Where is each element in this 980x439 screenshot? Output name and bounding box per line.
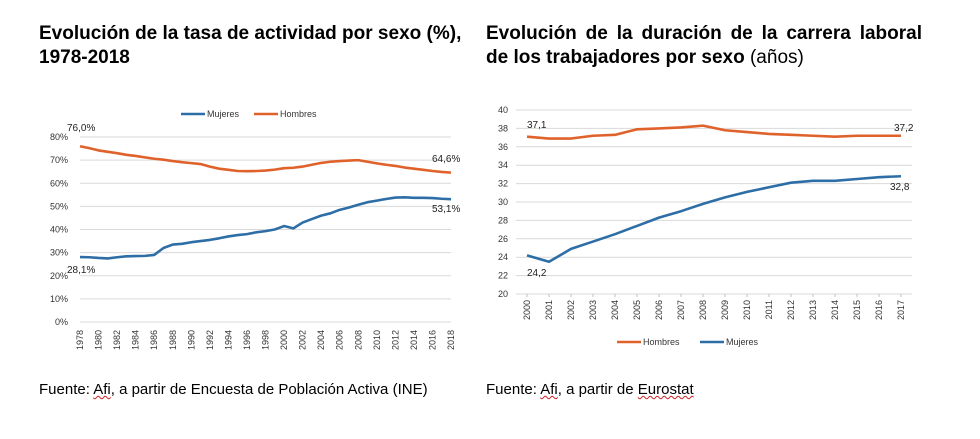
left-x-tick-label: 2016	[427, 330, 437, 350]
right-x-tick-label: 2010	[742, 300, 752, 320]
left-x-tick-label: 2014	[409, 330, 419, 350]
right-chart-title-unit: (años)	[744, 47, 804, 68]
left-x-tick-label: 2008	[353, 330, 363, 350]
left-x-tick-label: 1988	[168, 330, 178, 350]
left-y-tick-label: 10%	[50, 294, 68, 304]
right-data-label-hombres-end: 37,2	[894, 123, 914, 134]
right-y-tick-label: 30	[498, 197, 508, 207]
left-x-tick-label: 1986	[149, 330, 159, 350]
left-y-tick-label: 80%	[50, 132, 68, 142]
left-legend-label-hombres: Hombres	[280, 109, 317, 119]
right-x-tick-label: 2002	[566, 300, 576, 320]
right-legend-label-hombres: Hombres	[643, 337, 680, 347]
left-chart-title: Evolución de la tasa de actividad por se…	[39, 23, 462, 68]
left-y-tick-label: 0%	[55, 317, 68, 327]
right-source-note: Fuente: Afi, a partir de Eurostat	[486, 380, 906, 400]
left-data-label-mujeres-end: 53,1%	[432, 204, 460, 215]
right-x-tick-label: 2014	[830, 300, 840, 320]
right-source-prefix: Fuente:	[486, 381, 541, 398]
left-y-tick-label: 60%	[50, 178, 68, 188]
left-series-line-mujeres	[79, 196, 452, 260]
right-x-tick-label: 2009	[720, 300, 730, 320]
right-x-tick-label: 2000	[522, 300, 532, 320]
right-y-tick-label: 22	[498, 271, 508, 281]
right-x-tick-label: 2017	[896, 300, 906, 320]
right-chart-title: Evolución de la duración de la carrera l…	[486, 22, 922, 70]
left-source-rest: , a partir de Encuesta de Población Acti…	[110, 381, 428, 398]
right-series-line-mujeres	[526, 174, 902, 264]
right-x-tick-label: 2011	[764, 300, 774, 319]
left-y-tick-label: 20%	[50, 271, 68, 281]
left-y-tick-label: 70%	[50, 155, 68, 165]
left-x-tick-label: 2004	[316, 330, 326, 350]
right-data-label-mujeres-end: 32,8	[890, 182, 910, 193]
right-x-tick-label: 2006	[654, 300, 664, 320]
right-x-tick-label: 2015	[852, 300, 862, 320]
right-y-tick-label: 40	[498, 105, 508, 115]
left-x-tick-label: 2006	[335, 330, 345, 350]
right-x-tick-label: 2007	[676, 300, 686, 320]
left-source-prefix: Fuente:	[39, 381, 94, 398]
left-x-tick-label: 1992	[205, 330, 215, 350]
right-source-afi: Afi	[540, 381, 558, 398]
left-x-tick-label: 2002	[298, 330, 308, 350]
left-y-tick-label: 50%	[50, 201, 68, 211]
right-x-tick-label: 2001	[544, 300, 554, 320]
left-x-tick-label: 2012	[390, 330, 400, 350]
right-legend-label-mujeres: Mujeres	[726, 337, 759, 347]
right-y-tick-label: 34	[498, 160, 508, 170]
right-source-eurostat: Eurostat	[637, 381, 694, 398]
left-x-tick-label: 1982	[112, 330, 122, 350]
left-x-tick-label: 1996	[242, 330, 252, 350]
left-data-label-mujeres-start: 28,1%	[67, 265, 95, 276]
left-y-tick-label: 30%	[50, 248, 68, 258]
right-x-tick-label: 2013	[808, 300, 818, 320]
right-y-tick-label: 20	[498, 289, 508, 299]
left-source-note: Fuente: Afi, a partir de Encuesta de Pob…	[39, 380, 459, 400]
right-data-label-mujeres-start: 24,2	[527, 268, 547, 279]
left-data-label-hombres-start: 76,0%	[67, 123, 95, 134]
right-x-tick-label: 2016	[874, 300, 884, 320]
left-x-tick-label: 2000	[279, 330, 289, 350]
right-y-tick-label: 38	[498, 123, 508, 133]
left-x-tick-label: 2010	[372, 330, 382, 350]
left-series-line-hombres	[79, 144, 452, 174]
left-source-afi: Afi	[93, 381, 111, 398]
right-x-tick-label: 2004	[610, 300, 620, 320]
right-y-tick-label: 28	[498, 215, 508, 225]
left-x-tick-label: 1980	[94, 330, 104, 350]
right-x-tick-label: 2005	[632, 300, 642, 320]
left-y-tick-label: 40%	[50, 225, 68, 235]
right-y-tick-label: 36	[498, 142, 508, 152]
right-chart-title-main: Evolución de la duración de la carrera l…	[486, 23, 922, 68]
right-series-line-hombres	[526, 124, 901, 140]
left-x-tick-label: 1978	[75, 330, 85, 350]
right-source-mid: , a partir de	[557, 381, 638, 398]
left-legend-label-mujeres: Mujeres	[207, 109, 240, 119]
left-x-tick-label: 2018	[446, 330, 456, 350]
left-x-tick-label: 1984	[131, 330, 141, 350]
left-x-tick-label: 1990	[186, 330, 196, 350]
right-data-label-hombres-start: 37,1	[527, 120, 547, 131]
right-y-tick-label: 26	[498, 234, 508, 244]
left-x-tick-label: 1994	[223, 330, 233, 350]
right-x-tick-label: 2008	[698, 300, 708, 320]
right-y-tick-label: 24	[498, 252, 508, 262]
right-x-tick-label: 2012	[786, 300, 796, 320]
left-data-label-hombres-end: 64,6%	[432, 154, 460, 165]
right-x-tick-label: 2003	[588, 300, 598, 320]
right-y-tick-label: 32	[498, 179, 508, 189]
left-x-tick-label: 1998	[261, 330, 271, 350]
